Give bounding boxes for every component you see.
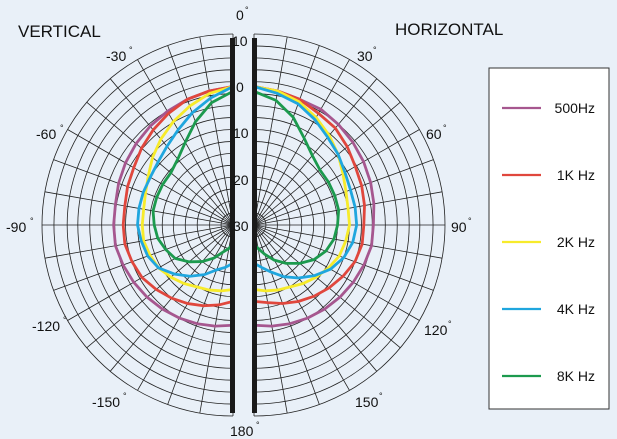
grid-spoke [253,36,288,226]
deg-sign: ° [60,123,64,133]
deg-sign: ° [245,5,249,15]
angle-label-neg120: -120 [32,318,60,334]
angle-label-150: 150 [355,394,379,410]
legend-label: 500Hz [555,100,595,116]
deg-sign: ° [443,123,447,133]
grid-spoke [253,224,350,391]
grid-spoke [167,45,234,226]
grid-spoke [86,224,234,349]
series-line-vertical [112,85,234,328]
center-divider-left [230,38,235,413]
deg-sign: ° [468,216,472,226]
series-line-vertical [151,90,235,264]
legend-label: 1K Hz [557,167,595,183]
grid-spoke [44,224,234,259]
title-horizontal: HORIZONTAL [395,20,503,39]
series-line-horizontal [253,85,376,328]
series-line-horizontal [253,85,359,280]
grid-spoke [137,224,234,391]
series-line-horizontal [253,85,366,305]
title-vertical: VERTICAL [18,22,101,41]
angle-label-neg90: -90 [6,219,26,235]
deg-sign: ° [373,45,377,55]
angle-label-neg150: -150 [92,394,120,410]
grid-spoke [86,101,234,226]
radial-label-20: 20 [233,172,249,188]
legend-label: 8K Hz [557,368,595,384]
legend-label: 2K Hz [557,234,595,250]
series-line-horizontal [252,90,341,265]
grid-spoke [253,224,288,414]
center-divider-right [252,38,257,413]
radial-label-30: 30 [233,218,249,234]
deg-sign: ° [379,391,383,401]
legend-box [488,67,610,410]
angle-label-180: 180 [230,423,254,439]
series-line-vertical [121,85,234,308]
grid-spoke [253,45,320,226]
deg-sign: ° [30,216,34,226]
deg-sign: ° [129,45,133,55]
grid-spoke [253,78,378,226]
polar-grid [41,33,446,417]
series-line-vertical [136,85,234,278]
radial-label-10-outer: 10 [232,33,248,49]
deg-sign: ° [123,391,127,401]
grid-spoke [167,224,234,405]
grid-spoke [199,224,234,414]
angle-label-30: 30 [357,48,373,64]
deg-sign: ° [63,315,67,325]
grid-spoke [253,224,401,349]
angle-label-60: 60 [426,126,442,142]
grid-spoke [253,224,378,372]
grid-spoke [253,129,420,226]
grid-spoke [253,224,420,321]
angle-label-90: 90 [451,219,467,235]
grid-spoke [253,59,350,226]
angle-label-120: 120 [424,322,448,338]
series-curves [112,85,376,328]
grid-spoke [253,224,443,259]
grid-spoke [109,78,234,226]
legend: 500Hz 1K Hz 2K Hz 4K Hz 8K Hz [488,67,610,410]
series-line-horizontal [253,85,351,293]
grid-spoke [199,36,234,226]
legend-label: 4K Hz [557,301,595,317]
angle-label-neg60: -60 [36,126,56,142]
radial-label-0: 0 [236,79,244,95]
angle-label-neg30: -30 [106,48,126,64]
grid-spoke [53,224,234,291]
grid-spoke [253,101,401,226]
deg-sign: ° [256,420,260,430]
grid-spoke [67,224,234,321]
grid-spoke [253,159,434,226]
angle-label-0: 0 [236,7,244,23]
radial-label-10: 10 [233,125,249,141]
deg-sign: ° [448,319,452,329]
series-line-vertical [140,85,234,293]
